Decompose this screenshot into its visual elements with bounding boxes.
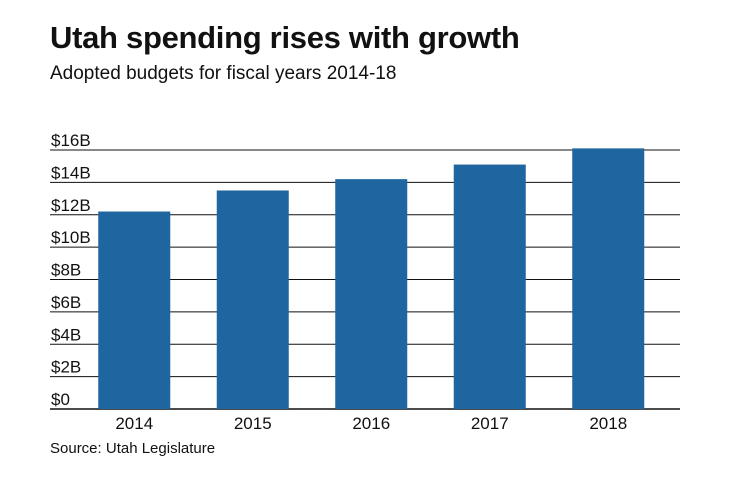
y-tick-label: $2B bbox=[51, 358, 81, 377]
bar-2015 bbox=[216, 190, 289, 409]
y-tick-label: $0 bbox=[51, 390, 70, 409]
bar-2014 bbox=[98, 211, 171, 409]
y-tick-label: $10B bbox=[51, 228, 91, 247]
x-category-label: 2014 bbox=[115, 414, 153, 433]
y-tick-label: $14B bbox=[51, 163, 91, 182]
x-axis-category-labels: 2014 2015 2016 2017 2018 bbox=[115, 414, 627, 433]
bar-2017 bbox=[453, 164, 526, 409]
y-tick-label: $12B bbox=[51, 196, 91, 215]
bar-2016 bbox=[335, 179, 408, 409]
y-tick-label: $8B bbox=[51, 261, 81, 280]
y-axis-tick-labels: $0 $2B $4B $6B $8B $10B $12B $14B $16B bbox=[51, 131, 91, 409]
x-category-label: 2016 bbox=[352, 414, 390, 433]
chart-title: Utah spending rises with growth bbox=[50, 20, 520, 55]
x-category-label: 2018 bbox=[589, 414, 627, 433]
y-tick-label: $4B bbox=[51, 325, 81, 344]
y-tick-label: $16B bbox=[51, 131, 91, 150]
bar-2018 bbox=[572, 148, 645, 409]
x-category-label: 2015 bbox=[234, 414, 272, 433]
chart-subtitle: Adopted budgets for fiscal years 2014-18 bbox=[50, 63, 397, 84]
bars bbox=[98, 148, 645, 409]
chart-source: Source: Utah Legislature bbox=[50, 440, 216, 457]
x-category-label: 2017 bbox=[471, 414, 509, 433]
y-tick-label: $6B bbox=[51, 293, 81, 312]
